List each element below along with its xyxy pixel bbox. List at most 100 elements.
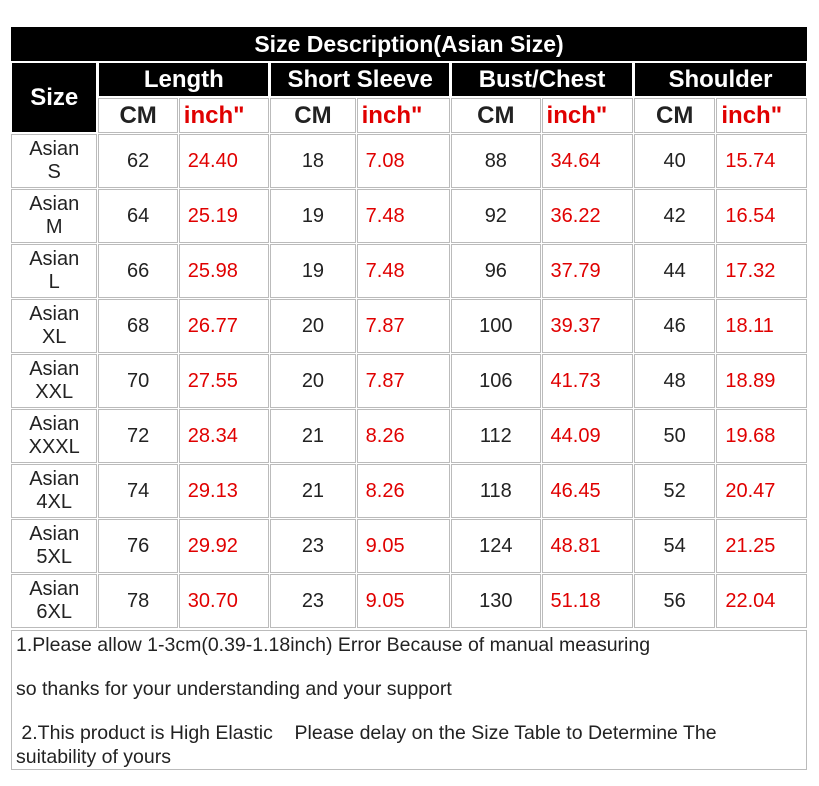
- unit-cm: CM: [633, 98, 716, 133]
- inch-cell: 44.09: [541, 409, 633, 463]
- size-cell: Asian 6XL: [11, 574, 98, 628]
- column-header: Short Sleeve: [270, 62, 451, 97]
- inch-cell: 16.54: [716, 189, 807, 243]
- inch-cell: 37.79: [541, 244, 633, 298]
- unit-row: CM inch" CM inch" CM inch" CM inch": [11, 98, 807, 133]
- cm-cell: 100: [451, 299, 541, 353]
- cm-cell: 48: [633, 354, 716, 408]
- inch-cell: 26.77: [178, 299, 270, 353]
- inch-cell: 7.87: [356, 299, 451, 353]
- size-cell: Asian 4XL: [11, 464, 98, 518]
- cm-cell: 72: [98, 409, 178, 463]
- cm-cell: 76: [98, 519, 178, 573]
- inch-cell: 46.45: [541, 464, 633, 518]
- cm-cell: 52: [633, 464, 716, 518]
- inch-cell: 24.40: [178, 134, 270, 188]
- cm-cell: 19: [270, 244, 356, 298]
- cm-cell: 78: [98, 574, 178, 628]
- column-header: Shoulder: [633, 62, 807, 97]
- data-row: Asian L 66 25.98 19 7.48 96 37.79 44 17.32: [11, 244, 807, 298]
- size-cell: Asian L: [11, 244, 98, 298]
- inch-cell: 7.87: [356, 354, 451, 408]
- cm-cell: 106: [451, 354, 541, 408]
- size-table: Size Description(Asian Size) Size Length S…: [10, 26, 808, 629]
- inch-cell: 9.05: [356, 519, 451, 573]
- inch-cell: 7.48: [356, 189, 451, 243]
- inch-cell: 41.73: [541, 354, 633, 408]
- cm-cell: 66: [98, 244, 178, 298]
- inch-cell: 29.13: [178, 464, 270, 518]
- table-body: Size Description(Asian Size) Size Length S…: [11, 27, 807, 628]
- cm-cell: 92: [451, 189, 541, 243]
- unit-inch: inch": [541, 98, 633, 133]
- size-cell: Asian M: [11, 189, 98, 243]
- size-cell: Asian XXL: [11, 354, 98, 408]
- cm-cell: 70: [98, 354, 178, 408]
- unit-inch: inch": [716, 98, 807, 133]
- cm-cell: 18: [270, 134, 356, 188]
- cm-cell: 62: [98, 134, 178, 188]
- size-cell: Asian XXXL: [11, 409, 98, 463]
- inch-cell: 25.19: [178, 189, 270, 243]
- inch-cell: 27.55: [178, 354, 270, 408]
- unit-cm: CM: [98, 98, 178, 133]
- inch-cell: 39.37: [541, 299, 633, 353]
- inch-cell: 7.08: [356, 134, 451, 188]
- cm-cell: 46: [633, 299, 716, 353]
- data-row: Asian 4XL 74 29.13 21 8.26 118 46.45 52 20.47: [11, 464, 807, 518]
- inch-cell: 19.68: [716, 409, 807, 463]
- unit-inch: inch": [178, 98, 270, 133]
- note: so thanks for your understanding and you…: [16, 678, 452, 700]
- inch-cell: 48.81: [541, 519, 633, 573]
- inch-cell: 8.26: [356, 409, 451, 463]
- cm-cell: 54: [633, 519, 716, 573]
- inch-cell: 28.34: [178, 409, 270, 463]
- data-row: Asian S 62 24.40 18 7.08 88 34.64 40 15.74: [11, 134, 807, 188]
- data-row: Asian M 64 25.19 19 7.48 92 36.22 42 16.54: [11, 189, 807, 243]
- inch-cell: 29.92: [178, 519, 270, 573]
- notes: 1.Please allow 1-3cm(0.39-1.18inch) Erro…: [11, 630, 807, 770]
- data-row: Asian XXXL 72 28.34 21 8.26 112 44.09 50 19.68: [11, 409, 807, 463]
- size-cell: Asian 5XL: [11, 519, 98, 573]
- size-table-container: Size Description(Asian Size) Size Length S…: [10, 26, 808, 771]
- cm-cell: 23: [270, 519, 356, 573]
- data-row: Asian 6XL 78 30.70 23 9.05 130 51.18 56 22.04: [11, 574, 807, 628]
- inch-cell: 36.22: [541, 189, 633, 243]
- column-header: Length: [98, 62, 270, 97]
- cm-cell: 21: [270, 464, 356, 518]
- cm-cell: 19: [270, 189, 356, 243]
- cm-cell: 88: [451, 134, 541, 188]
- inch-cell: 25.98: [178, 244, 270, 298]
- inch-cell: 15.74: [716, 134, 807, 188]
- unit-cm: CM: [270, 98, 356, 133]
- inch-cell: 20.47: [716, 464, 807, 518]
- inch-cell: 18.11: [716, 299, 807, 353]
- cm-cell: 124: [451, 519, 541, 573]
- cm-cell: 118: [451, 464, 541, 518]
- data-row: Asian 5XL 76 29.92 23 9.05 124 48.81 54 21.25: [11, 519, 807, 573]
- inch-cell: 22.04: [716, 574, 807, 628]
- inch-cell: 30.70: [178, 574, 270, 628]
- cm-cell: 21: [270, 409, 356, 463]
- size-cell: Asian XL: [11, 299, 98, 353]
- inch-cell: 8.26: [356, 464, 451, 518]
- unit-cm: CM: [451, 98, 541, 133]
- unit-inch: inch": [356, 98, 451, 133]
- note: 2.This product is High Elastic Please de…: [16, 722, 722, 768]
- cm-cell: 23: [270, 574, 356, 628]
- data-row: Asian XXL 70 27.55 20 7.87 106 41.73 48 18.89: [11, 354, 807, 408]
- column-header: Size: [11, 62, 98, 133]
- cm-cell: 44: [633, 244, 716, 298]
- inch-cell: 21.25: [716, 519, 807, 573]
- data-row: Asian XL 68 26.77 20 7.87 100 39.37 46 18.11: [11, 299, 807, 353]
- cm-cell: 40: [633, 134, 716, 188]
- title-row: Size Description(Asian Size): [11, 27, 807, 61]
- cm-cell: 64: [98, 189, 178, 243]
- cm-cell: 130: [451, 574, 541, 628]
- cm-cell: 56: [633, 574, 716, 628]
- size-cell: Asian S: [11, 134, 98, 188]
- column-header: Bust/Chest: [451, 62, 633, 97]
- cm-cell: 96: [451, 244, 541, 298]
- cm-cell: 74: [98, 464, 178, 518]
